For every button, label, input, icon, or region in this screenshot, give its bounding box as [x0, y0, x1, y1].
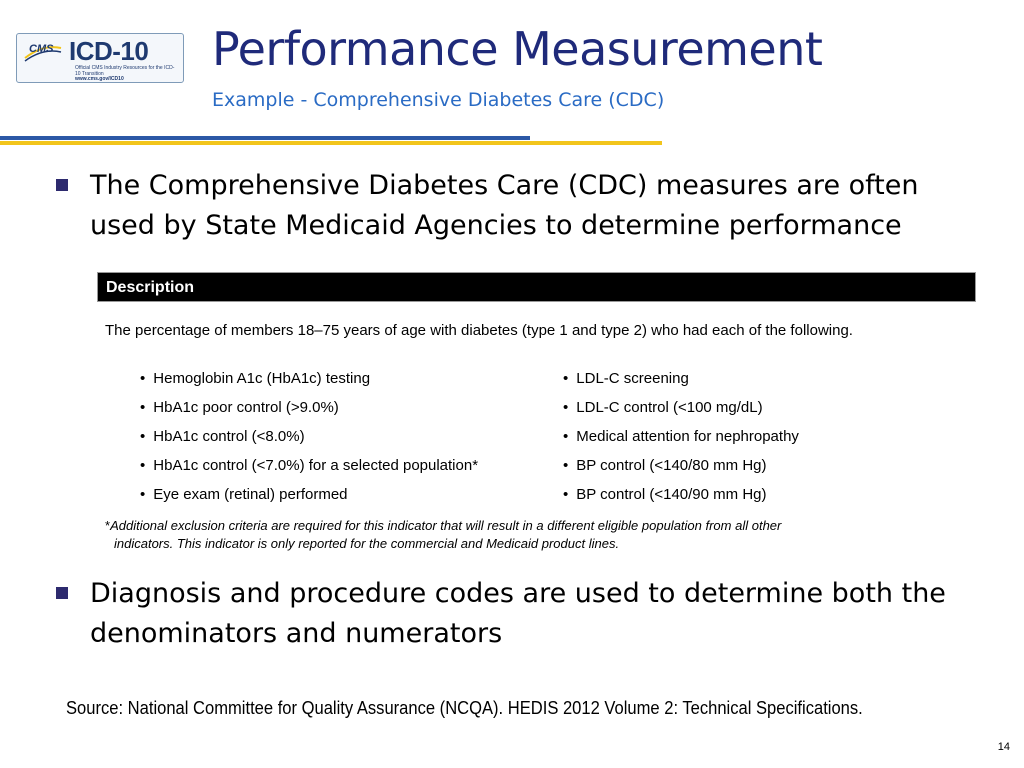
header-rule-gold [0, 141, 662, 145]
cms-swoosh-icon [24, 46, 62, 62]
measure-list-right: LDL-C screening LDL-C control (<100 mg/d… [563, 368, 799, 513]
page-subtitle: Example - Comprehensive Diabetes Care (C… [212, 89, 665, 111]
icd10-logo-text: ICD-10 [69, 36, 149, 66]
table-header-label: Description [106, 279, 195, 296]
bullet-text: The Comprehensive Diabetes Care (CDC) me… [90, 170, 919, 241]
header-rule-blue [0, 136, 530, 140]
list-item: LDL-C screening [563, 368, 799, 397]
table-footnote: *Additional exclusion criteria are requi… [105, 517, 965, 553]
page-number: 14 [997, 741, 1010, 753]
list-item: LDL-C control (<100 mg/dL) [563, 397, 799, 426]
table-intro: The percentage of members 18–75 years of… [105, 322, 853, 339]
icd10-logo: CMS ICD-10 Official CMS Industry Resourc… [16, 33, 184, 83]
list-item: BP control (<140/80 mm Hg) [563, 455, 799, 484]
list-item: HbA1c poor control (>9.0%) [140, 397, 478, 426]
bullet-item: The Comprehensive Diabetes Care (CDC) me… [56, 166, 986, 246]
list-item: HbA1c control (<7.0%) for a selected pop… [140, 455, 478, 484]
bullet-text: Diagnosis and procedure codes are used t… [90, 578, 946, 649]
table-header: Description [97, 272, 976, 302]
logo-tagline: Official CMS Industry Resources for the … [75, 65, 175, 77]
page-title: Performance Measurement [212, 22, 823, 76]
source-citation: Source: National Committee for Quality A… [66, 698, 863, 718]
measure-list-left: Hemoglobin A1c (HbA1c) testing HbA1c poo… [140, 368, 478, 513]
list-item: HbA1c control (<8.0%) [140, 426, 478, 455]
square-bullet-icon [56, 179, 68, 191]
footnote-line-2: indicators. This indicator is only repor… [114, 536, 620, 551]
cms-logo-text: CMS [29, 43, 54, 55]
logo-url: www.cms.gov/ICD10 [75, 76, 124, 82]
footnote-marker: * [105, 518, 111, 533]
bullet-item: Diagnosis and procedure codes are used t… [56, 574, 986, 654]
list-item: BP control (<140/90 mm Hg) [563, 484, 799, 513]
list-item: Hemoglobin A1c (HbA1c) testing [140, 368, 478, 397]
list-item: Medical attention for nephropathy [563, 426, 799, 455]
footnote-line-1: Additional exclusion criteria are requir… [110, 518, 782, 533]
square-bullet-icon [56, 587, 68, 599]
list-item: Eye exam (retinal) performed [140, 484, 478, 513]
